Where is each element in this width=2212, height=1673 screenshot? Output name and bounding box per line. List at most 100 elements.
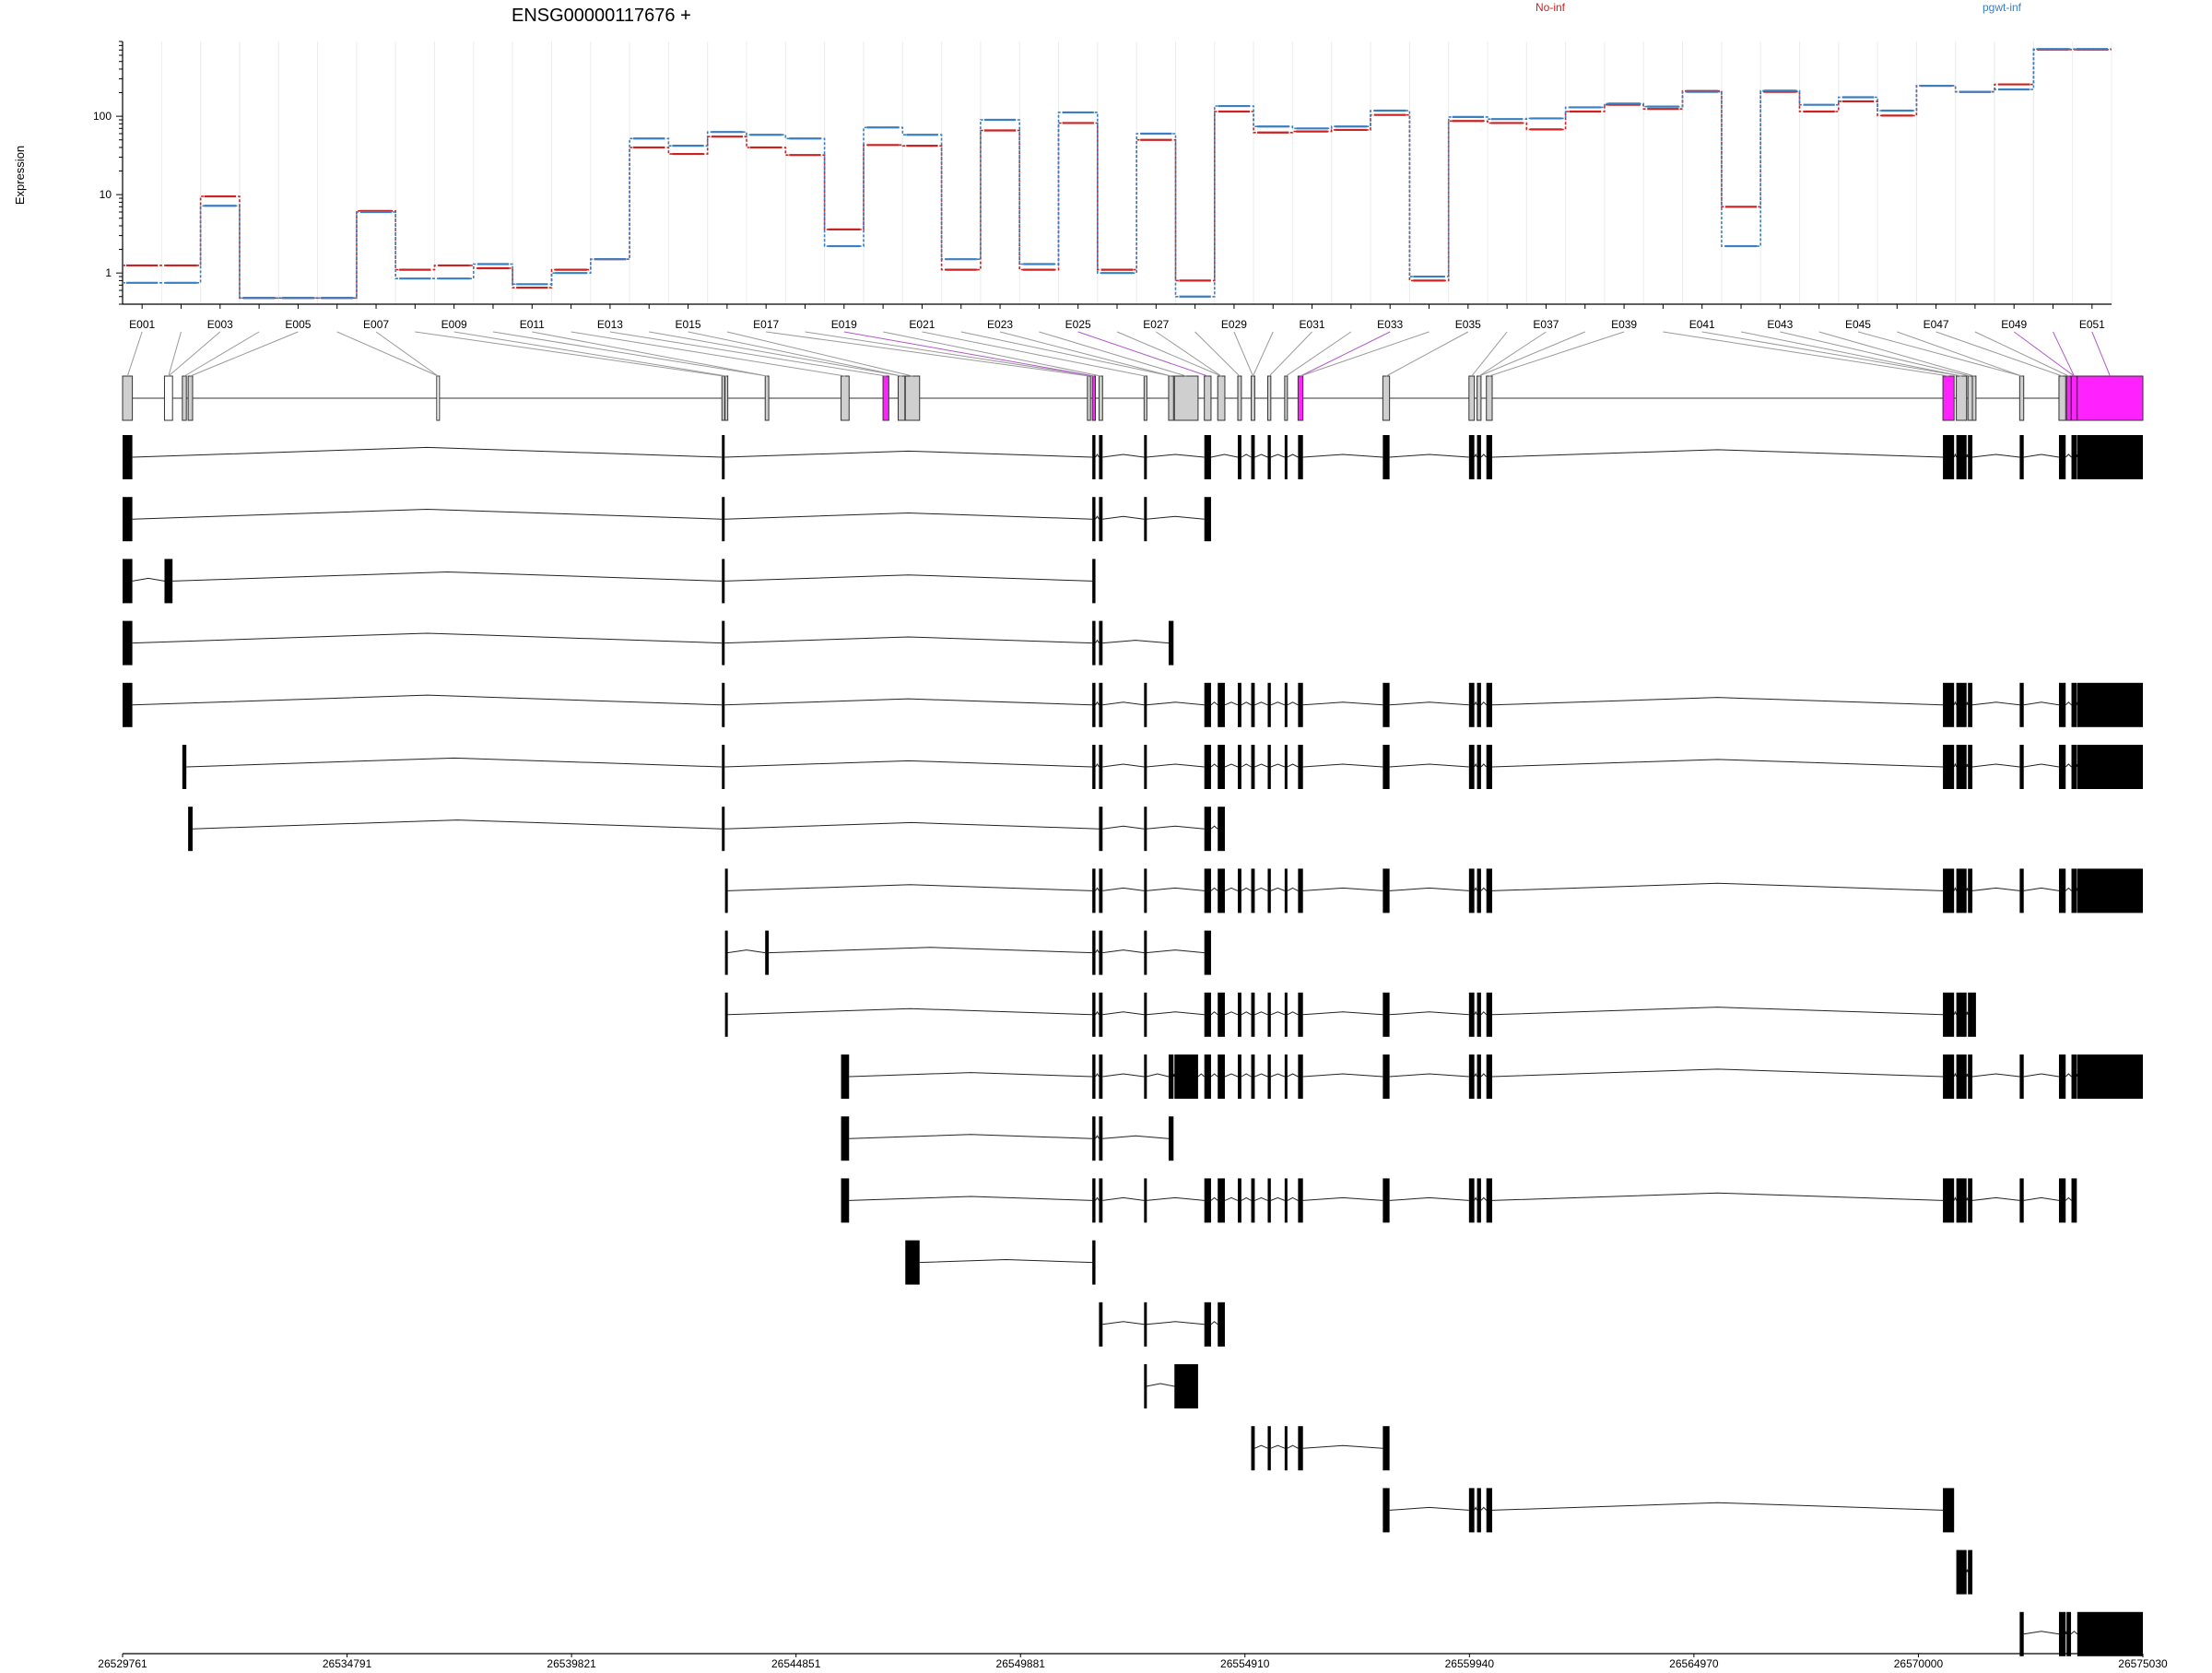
intron-line bbox=[1241, 1197, 1252, 1200]
transcript-exon bbox=[1477, 868, 1481, 913]
transcript-exon bbox=[2059, 1612, 2065, 1656]
transcript-exon bbox=[2059, 683, 2065, 727]
exon-box bbox=[1968, 376, 1972, 420]
exon-connector bbox=[766, 332, 1088, 376]
transcript-exon bbox=[1144, 1302, 1147, 1347]
exon-connector bbox=[184, 332, 259, 376]
transcript-6 bbox=[182, 745, 2143, 789]
exon-connector bbox=[1253, 332, 1273, 376]
transcript-exon bbox=[1205, 1178, 1211, 1222]
exon-box bbox=[1943, 376, 1954, 420]
transcript-exon bbox=[725, 868, 728, 913]
transcript-exon bbox=[1092, 931, 1095, 975]
transcript-exon bbox=[1477, 435, 1481, 479]
intron-line bbox=[1475, 1074, 1477, 1077]
intron-line bbox=[1271, 1197, 1285, 1200]
transcript-exon bbox=[123, 559, 133, 603]
transcript-20 bbox=[2019, 1612, 2143, 1656]
intron-line bbox=[1225, 702, 1238, 705]
transcript-exon bbox=[2019, 435, 2023, 479]
transcript-exon bbox=[1205, 868, 1211, 913]
intron-line bbox=[1271, 888, 1285, 890]
intron-line bbox=[1211, 1074, 1218, 1077]
transcript-exon bbox=[2019, 1612, 2023, 1656]
exon-box bbox=[2072, 376, 2077, 420]
legend-pgwt-inf: pgwt-inf bbox=[1983, 1, 2022, 14]
exon-connector bbox=[571, 332, 845, 376]
genome-tick-label: 26539821 bbox=[547, 1657, 596, 1668]
intron-line bbox=[1211, 454, 1238, 457]
exon-track bbox=[123, 332, 2143, 420]
intron-line bbox=[1096, 950, 1100, 953]
intron-line bbox=[1390, 1012, 1469, 1015]
intron-line bbox=[1303, 454, 1383, 457]
intron-line bbox=[1241, 1074, 1252, 1077]
transcript-exon bbox=[1285, 1426, 1288, 1470]
transcript-exon bbox=[1487, 868, 1492, 913]
exon-box bbox=[905, 376, 919, 420]
intron-line bbox=[1288, 888, 1299, 890]
transcript-exon bbox=[1174, 1054, 1198, 1099]
exon-box bbox=[1099, 376, 1102, 420]
exon-connector bbox=[727, 332, 912, 376]
intron-line bbox=[193, 820, 722, 830]
transcript-exon bbox=[1469, 868, 1475, 913]
transcript-exon bbox=[1099, 745, 1102, 789]
intron-line bbox=[1288, 1012, 1299, 1015]
intron-line bbox=[1475, 702, 1477, 705]
x-tick-label: E003 bbox=[207, 318, 233, 331]
exon-box bbox=[1174, 376, 1198, 420]
transcript-exon bbox=[1972, 993, 1976, 1037]
transcript-exon bbox=[1957, 683, 1967, 727]
intron-line bbox=[1288, 1074, 1299, 1077]
intron-line bbox=[724, 699, 1092, 705]
transcript-exon bbox=[2059, 868, 2065, 913]
intron-line bbox=[133, 447, 723, 457]
intron-line bbox=[2024, 888, 2059, 890]
transcript-exon bbox=[1252, 745, 1255, 789]
intron-line bbox=[1390, 1197, 1469, 1200]
intron-line bbox=[2024, 1632, 2059, 1634]
intron-line bbox=[1211, 826, 1218, 829]
transcript-4 bbox=[123, 621, 1173, 666]
transcript-exon bbox=[1218, 745, 1225, 789]
transcript-exon bbox=[1174, 1364, 1198, 1408]
intron-line bbox=[1492, 1069, 1943, 1077]
y-tick-label: 100 bbox=[93, 110, 112, 123]
intron-line bbox=[133, 578, 165, 581]
transcript-exon bbox=[1267, 1426, 1270, 1470]
intron-line bbox=[1147, 702, 1205, 705]
intron-line bbox=[1481, 454, 1487, 457]
exon-connector bbox=[1975, 332, 2069, 376]
intron-line bbox=[728, 1008, 1093, 1015]
x-tick-label: E023 bbox=[987, 318, 1013, 331]
exon-connector bbox=[191, 332, 299, 376]
transcript-exon bbox=[722, 745, 724, 789]
intron-line bbox=[2024, 764, 2059, 767]
transcript-exon bbox=[1382, 993, 1389, 1037]
transcript-exon bbox=[1477, 745, 1481, 789]
transcript-exon bbox=[2066, 1612, 2071, 1656]
intron-line bbox=[1254, 1445, 1267, 1448]
intron-line bbox=[1271, 702, 1285, 705]
intron-line bbox=[2065, 888, 2071, 890]
exon-box bbox=[1169, 376, 1173, 420]
genome-tick-label: 26575030 bbox=[2118, 1657, 2168, 1668]
intron-line bbox=[1096, 702, 1100, 705]
transcript-exon bbox=[188, 807, 193, 851]
intron-line bbox=[1102, 1012, 1144, 1015]
intron-line bbox=[849, 1196, 1092, 1200]
genome-tick-label: 26554910 bbox=[1220, 1657, 1270, 1668]
exon-box bbox=[2059, 376, 2065, 420]
x-tick-label: E019 bbox=[831, 318, 857, 331]
intron-line bbox=[724, 637, 1092, 643]
transcript-10 bbox=[725, 993, 1976, 1037]
intron-line bbox=[1147, 826, 1205, 829]
transcript-exon bbox=[1267, 1054, 1270, 1099]
x-tick-label: E005 bbox=[285, 318, 311, 331]
intron-line bbox=[1954, 702, 1956, 705]
transcript-exon bbox=[1487, 1178, 1492, 1222]
transcript-exon bbox=[1285, 1054, 1288, 1099]
intron-line bbox=[1390, 1507, 1469, 1510]
